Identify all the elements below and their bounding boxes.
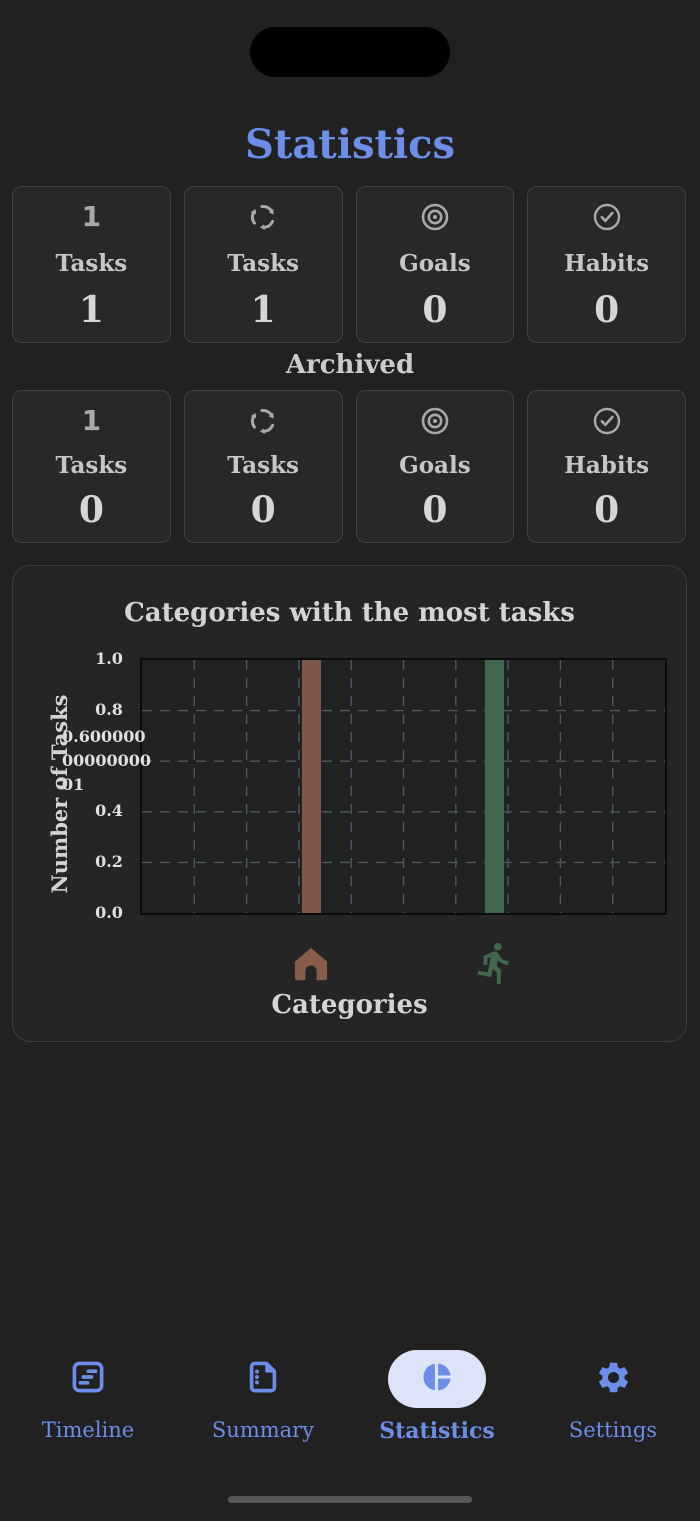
summary-icon [244,1358,282,1400]
stat-value: 0 [422,289,448,331]
stat-label: Goals [399,452,471,479]
stats-row-archived: 1 Tasks 0 Tasks 0 Go [12,390,686,543]
stat-value: 0 [78,489,104,531]
y-tick: 0.6000000000000001 [62,726,152,794]
stat-value: 1 [78,289,104,331]
stat-card-tasks-due-archived: 1 Tasks 0 [12,390,171,543]
home-indicator[interactable] [228,1496,472,1503]
chart-card: Categories with the most tasks [12,565,687,1042]
stat-label: Tasks [227,250,299,277]
y-axis-label: Number of Tasks [47,694,72,894]
stat-label: Tasks [55,452,128,479]
y-tick: 0.4 [95,801,123,821]
target-icon [419,199,451,235]
grid-lines [142,660,665,913]
stat-card-habits-archived: Habits 0 [527,390,686,543]
stat-card-goals-archived: Goals 0 [355,390,515,543]
check-circle-icon [591,403,623,439]
tab-bar: Timeline Summary [0,1348,700,1458]
selected-tab-pill [388,1350,486,1408]
archived-heading: Archived [285,350,415,380]
stat-card-tasks-due: 1 Tasks 1 [12,186,171,343]
check-circle-icon [591,199,623,235]
runner-icon [472,940,518,986]
tab-label: Summary [211,1418,315,1442]
y-tick: 0.8 [95,699,123,719]
bar-chart-plot [140,658,667,915]
tab-timeline[interactable]: Timeline [8,1348,168,1441]
y-tick: 0.2 [95,852,123,872]
recycle-icon [247,199,279,235]
recycle-icon [247,403,279,439]
pie-chart-icon [416,1356,458,1402]
tab-statistics[interactable]: Statistics [357,1348,517,1442]
bar-running [485,660,504,913]
stat-label: Tasks [227,452,299,479]
stat-value: 0 [594,489,620,531]
y-tick: 0.0 [95,903,123,922]
timeline-icon [69,1358,107,1400]
tab-settings[interactable]: Settings [533,1348,693,1441]
stat-card-tasks-recurring-archived: Tasks 0 [183,390,343,543]
tab-label: Settings [568,1418,658,1442]
stat-card-goals: Goals 0 [355,186,515,343]
stat-value: 1 [250,289,276,331]
page-title: Statistics [244,121,456,168]
target-icon [419,403,451,439]
digit-one-icon: 1 [81,404,102,437]
tab-summary[interactable]: Summary [183,1348,343,1441]
chart-title: Categories with the most tasks [124,598,575,628]
settings-icon [595,1359,632,1400]
stat-value: 0 [422,489,448,531]
bar-home [302,660,321,913]
tab-label: Timeline [41,1418,135,1442]
dynamic-island [250,27,450,77]
stat-value: 0 [250,489,276,531]
stat-card-tasks-recurring: Tasks 1 [183,186,343,343]
house-icon [288,940,334,986]
stat-label: Tasks [55,250,128,277]
y-tick: 1.0 [95,649,123,668]
digit-one-icon: 1 [81,200,102,233]
tab-label: Statistics [379,1418,495,1444]
stats-row-active: 1 Tasks 1 Tasks 1 [12,186,686,343]
stat-label: Goals [399,250,471,277]
stat-card-habits: Habits 0 [527,186,686,343]
stat-value: 0 [594,289,620,331]
x-axis-label: Categories [271,990,428,1020]
stat-label: Habits [564,250,650,277]
stat-label: Habits [564,452,650,479]
